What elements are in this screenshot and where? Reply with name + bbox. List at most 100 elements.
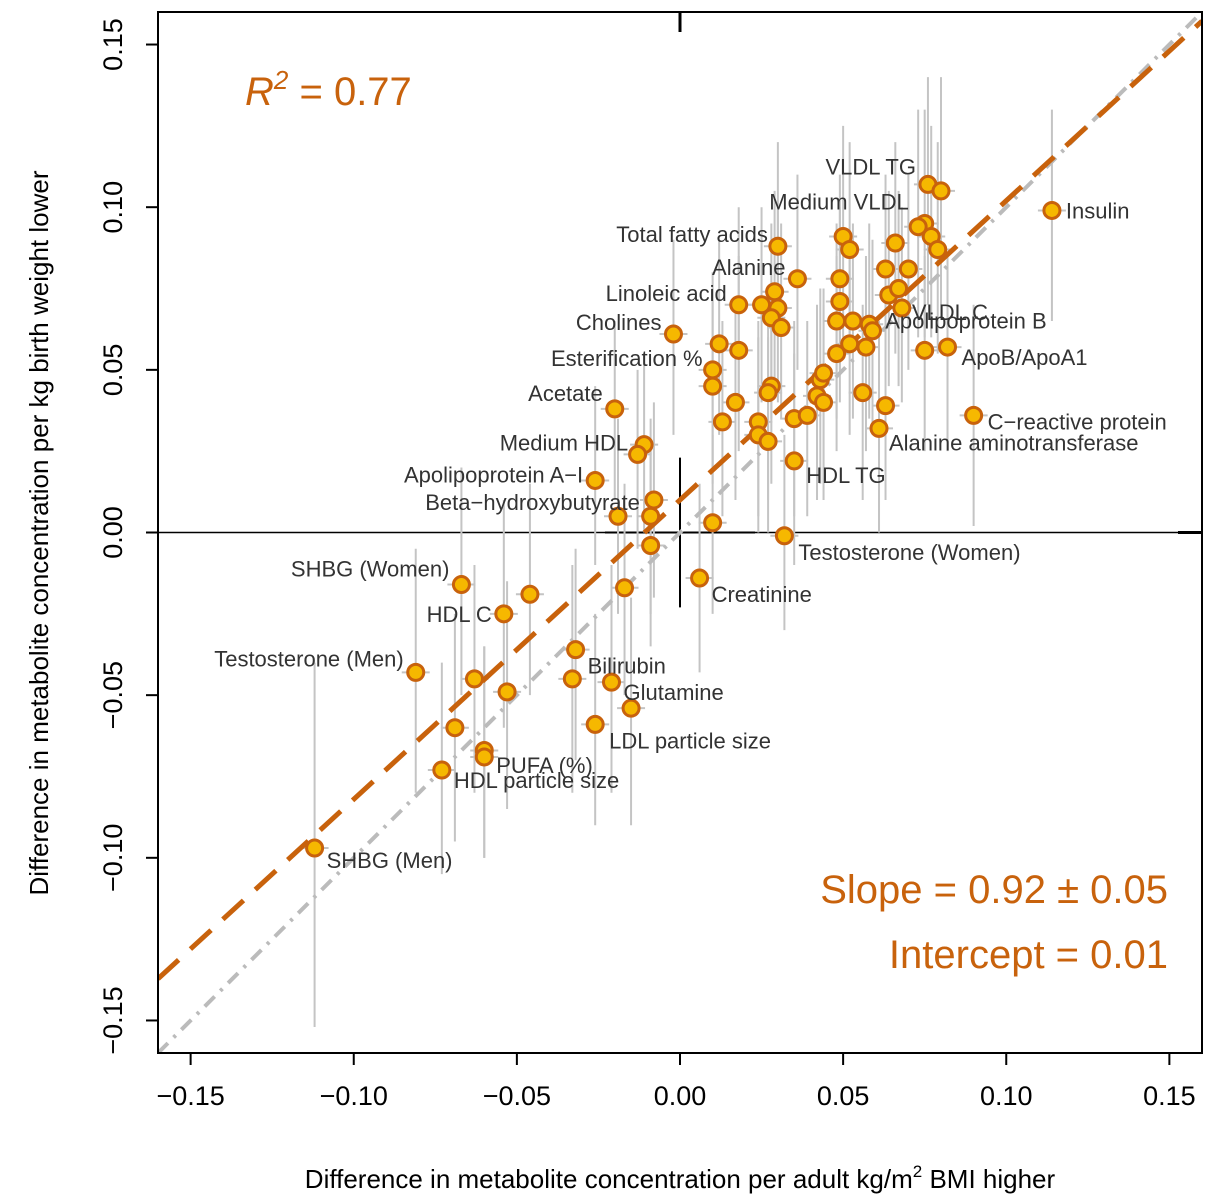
- x-axis-title: Difference in metabolite concentration p…: [305, 1162, 1056, 1194]
- point-label: HDL C: [427, 602, 492, 627]
- data-point: [869, 418, 889, 438]
- x-tick-label: 0.00: [654, 1081, 707, 1111]
- data-point: [601, 672, 621, 692]
- data-point: [856, 337, 876, 357]
- data-point: [608, 506, 628, 526]
- x-axis-title-sup: 2: [913, 1162, 922, 1181]
- data-point: [585, 714, 605, 734]
- data-point: [830, 292, 850, 312]
- data-points: [305, 174, 1062, 858]
- data-point: [814, 363, 834, 383]
- x-tick-label: −0.15: [156, 1081, 224, 1111]
- data-point: [915, 340, 935, 360]
- data-point: [621, 698, 641, 718]
- x-axis-title-main: Difference in metabolite concentration p…: [305, 1164, 913, 1194]
- data-point: [729, 340, 749, 360]
- x-axis-title-suffix: BMI higher: [922, 1164, 1055, 1194]
- r2-prefix: R: [245, 70, 274, 114]
- data-point: [876, 396, 896, 416]
- data-point: [931, 181, 951, 201]
- y-axis-title: Difference in metabolite concentration p…: [24, 170, 54, 895]
- data-point: [725, 392, 745, 412]
- x-tick-label: 0.10: [980, 1081, 1033, 1111]
- r2-value: = 0.77: [288, 70, 411, 114]
- point-label: Total fatty acids: [616, 222, 768, 247]
- point-label: Apolipoprotein B: [885, 308, 1046, 333]
- data-point: [615, 578, 635, 598]
- data-point: [445, 718, 465, 738]
- data-point: [729, 295, 749, 315]
- data-point: [641, 536, 661, 556]
- data-point: [464, 669, 484, 689]
- point-label: Apolipoprotein A−I: [404, 462, 583, 487]
- data-point: [876, 259, 896, 279]
- data-point: [709, 334, 729, 354]
- r-squared-annotation: R2 = 0.77: [245, 65, 412, 114]
- data-point: [644, 490, 664, 510]
- point-label: Cholines: [576, 310, 662, 335]
- data-point: [774, 526, 794, 546]
- data-point: [712, 412, 732, 432]
- point-label: SHBG (Men): [327, 848, 453, 873]
- slope-annotation: Slope = 0.92 ± 0.05: [820, 868, 1168, 912]
- data-point: [840, 239, 860, 259]
- data-point: [690, 568, 710, 588]
- point-label: Acetate: [528, 381, 603, 406]
- point-label: Testosterone (Men): [214, 646, 404, 671]
- data-point: [827, 311, 847, 331]
- data-point: [853, 383, 873, 403]
- data-point: [964, 405, 984, 425]
- data-point: [885, 233, 905, 253]
- data-point: [758, 431, 778, 451]
- data-point: [566, 640, 586, 660]
- data-point: [520, 584, 540, 604]
- data-point: [758, 383, 778, 403]
- data-point: [771, 318, 791, 338]
- x-tick-label: 0.05: [817, 1081, 870, 1111]
- data-point: [406, 662, 426, 682]
- y-tick-label: −0.15: [98, 986, 128, 1054]
- fit-line: [158, 19, 1202, 981]
- data-point: [814, 392, 834, 412]
- point-label: Medium HDL: [500, 431, 628, 456]
- y-tick-label: 0.00: [98, 506, 128, 559]
- x-tick-label: −0.05: [483, 1081, 551, 1111]
- data-point: [784, 451, 804, 471]
- reference-lines: [158, 12, 1202, 1053]
- y-tick-label: −0.10: [98, 824, 128, 892]
- point-label: Glutamine: [623, 680, 723, 705]
- point-label: C−reactive protein: [988, 409, 1167, 434]
- point-label: VLDL C: [912, 300, 988, 325]
- data-point: [494, 604, 514, 624]
- data-point: [703, 360, 723, 380]
- data-point: [938, 337, 958, 357]
- data-point: [830, 269, 850, 289]
- data-point: [562, 669, 582, 689]
- data-point: [765, 282, 785, 302]
- data-point: [497, 682, 517, 702]
- point-label: Esterification %: [551, 346, 703, 371]
- data-point: [432, 760, 452, 780]
- data-point: [703, 513, 723, 533]
- data-point: [628, 444, 648, 464]
- data-point: [862, 321, 882, 341]
- data-point: [474, 747, 494, 767]
- data-point: [1042, 200, 1062, 220]
- identity-line: [158, 12, 1202, 1053]
- data-point: [451, 575, 471, 595]
- point-label: VLDL TG: [825, 154, 915, 179]
- point-label: Linoleic acid: [606, 281, 727, 306]
- point-label: LDL particle size: [609, 728, 771, 753]
- point-label: SHBG (Women): [291, 557, 450, 582]
- point-label: HDL TG: [806, 463, 885, 488]
- data-point: [928, 239, 948, 259]
- data-point: [663, 324, 683, 344]
- data-point: [843, 311, 863, 331]
- point-label: Beta−hydroxybutyrate: [425, 490, 640, 515]
- data-point: [768, 236, 788, 256]
- point-label: ApoB/ApoA1: [962, 345, 1088, 370]
- y-tick-label: −0.05: [98, 661, 128, 729]
- data-point: [898, 259, 918, 279]
